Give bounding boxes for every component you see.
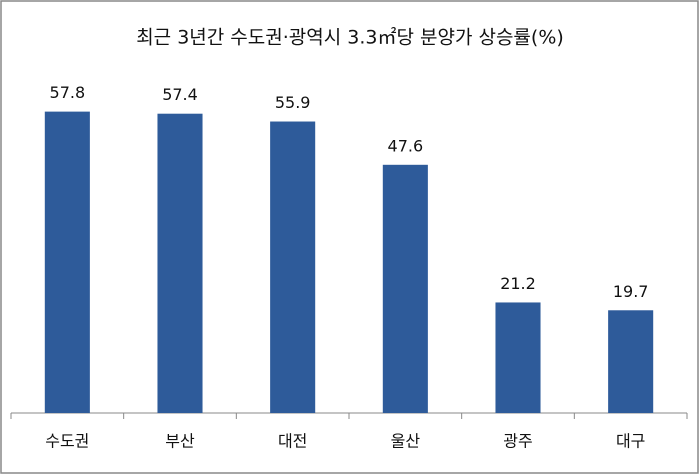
bar <box>382 164 428 413</box>
value-label: 57.8 <box>50 83 86 102</box>
x-tick-label: 수도권 <box>45 432 89 451</box>
chart-title: 최근 3년간 수도권·광역시 3.3㎡당 분양가 상승률(%) <box>136 26 564 49</box>
x-tick-label: 울산 <box>391 432 421 451</box>
value-label: 55.9 <box>275 93 311 112</box>
value-label: 19.7 <box>613 282 649 301</box>
x-tick-label: 대전 <box>278 432 307 451</box>
value-label: 57.4 <box>162 85 198 104</box>
x-tick-label: 대구 <box>616 432 645 451</box>
x-tick-label: 광주 <box>503 432 532 451</box>
bar <box>44 111 90 413</box>
value-label: 21.2 <box>500 274 536 293</box>
x-tick-label: 부산 <box>165 432 195 451</box>
bar <box>495 302 541 413</box>
bar <box>608 310 654 413</box>
value-label: 47.6 <box>388 136 424 155</box>
bar <box>270 121 316 414</box>
bar <box>157 113 203 413</box>
